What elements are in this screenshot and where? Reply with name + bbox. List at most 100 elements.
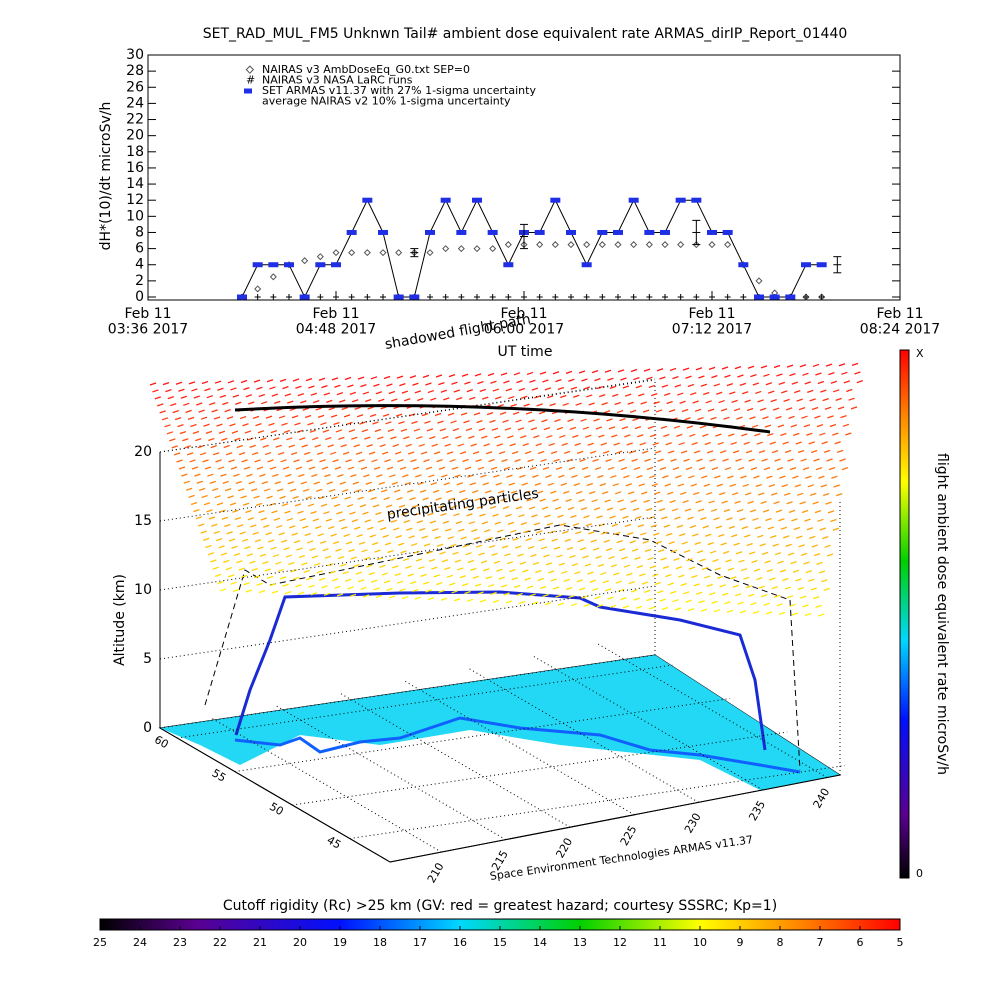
particle bbox=[643, 589, 651, 593]
particle bbox=[674, 516, 681, 520]
particle bbox=[259, 553, 267, 557]
particle bbox=[225, 488, 232, 492]
particle bbox=[388, 595, 396, 599]
particle bbox=[710, 508, 718, 512]
data-point bbox=[348, 249, 356, 257]
data-point bbox=[380, 294, 386, 300]
particle bbox=[689, 433, 696, 437]
particle bbox=[648, 384, 656, 389]
particle bbox=[366, 564, 373, 568]
particle bbox=[809, 535, 816, 539]
particle bbox=[401, 512, 408, 516]
particle bbox=[192, 430, 200, 435]
particle bbox=[578, 587, 586, 591]
particle bbox=[570, 603, 578, 607]
particle bbox=[351, 436, 358, 440]
particle bbox=[706, 583, 713, 587]
particle bbox=[572, 434, 579, 438]
particle bbox=[777, 424, 785, 428]
particle bbox=[386, 587, 393, 591]
colorbar-tick-label: 6 bbox=[857, 936, 864, 949]
particle bbox=[522, 443, 529, 447]
particle bbox=[558, 474, 565, 478]
data-point bbox=[286, 294, 292, 300]
particle bbox=[601, 402, 608, 406]
particle bbox=[189, 459, 196, 463]
particle bbox=[704, 441, 711, 446]
particle bbox=[446, 451, 454, 455]
particle bbox=[230, 387, 237, 391]
particle bbox=[222, 480, 229, 485]
particle bbox=[159, 410, 166, 414]
particle bbox=[795, 578, 802, 582]
particle bbox=[588, 402, 595, 406]
particle bbox=[620, 597, 627, 601]
particle bbox=[799, 364, 807, 368]
data-point bbox=[505, 294, 512, 300]
particle bbox=[778, 381, 786, 386]
particle bbox=[682, 367, 690, 371]
particle bbox=[381, 572, 388, 576]
particle bbox=[491, 552, 498, 557]
particle bbox=[360, 586, 367, 590]
particle bbox=[746, 542, 753, 547]
particle bbox=[519, 474, 526, 478]
particle bbox=[713, 517, 720, 521]
particle bbox=[839, 458, 846, 462]
legend-marker: # bbox=[246, 74, 255, 87]
particle bbox=[398, 421, 405, 425]
particle bbox=[582, 426, 590, 430]
particle bbox=[835, 397, 842, 402]
particle bbox=[482, 482, 489, 486]
y-tick-label: 6 bbox=[135, 241, 144, 257]
particle bbox=[626, 442, 633, 446]
particle bbox=[354, 526, 361, 530]
particle bbox=[263, 524, 270, 528]
z-grid-line bbox=[159, 516, 656, 591]
particle bbox=[273, 517, 281, 521]
x-tick-label: Feb 11 06:00 2017 bbox=[484, 306, 564, 337]
particle bbox=[728, 433, 735, 437]
particle bbox=[696, 550, 704, 554]
particle bbox=[722, 458, 729, 462]
particle bbox=[837, 406, 845, 410]
particle bbox=[583, 386, 591, 390]
particle bbox=[753, 568, 761, 572]
particle bbox=[383, 496, 390, 501]
particle bbox=[796, 535, 803, 539]
particle bbox=[561, 442, 568, 447]
particle bbox=[484, 529, 491, 533]
particle bbox=[745, 450, 753, 454]
particle bbox=[387, 549, 394, 554]
particle bbox=[253, 575, 261, 579]
particle bbox=[546, 522, 554, 526]
particle bbox=[774, 458, 781, 462]
particle bbox=[698, 375, 705, 379]
particle bbox=[531, 514, 538, 518]
particle bbox=[497, 404, 504, 408]
particle bbox=[635, 515, 642, 520]
particle bbox=[292, 495, 299, 500]
particle bbox=[472, 575, 479, 579]
particle bbox=[683, 458, 690, 462]
data-point bbox=[442, 294, 449, 300]
particle bbox=[353, 444, 360, 448]
particle bbox=[693, 450, 701, 454]
particle bbox=[243, 582, 250, 586]
particle bbox=[596, 386, 604, 390]
lon-tick-label: 235 bbox=[746, 798, 768, 823]
particle bbox=[584, 474, 591, 479]
particle bbox=[394, 489, 401, 493]
particle bbox=[413, 550, 420, 554]
particle bbox=[157, 403, 164, 407]
particle bbox=[524, 577, 531, 581]
particle bbox=[388, 512, 395, 516]
particle bbox=[212, 487, 219, 492]
particle bbox=[616, 409, 624, 414]
particle bbox=[804, 612, 812, 617]
data-point bbox=[691, 197, 702, 203]
particle bbox=[531, 387, 539, 391]
particle bbox=[665, 442, 672, 446]
data-point bbox=[521, 294, 527, 300]
particle bbox=[405, 443, 412, 448]
